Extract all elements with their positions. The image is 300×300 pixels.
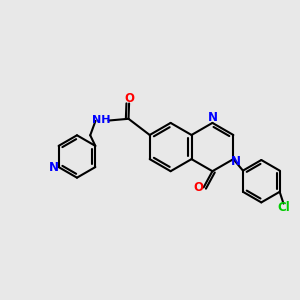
- Text: N: N: [231, 155, 241, 168]
- Text: NH: NH: [92, 115, 110, 125]
- Text: O: O: [193, 181, 203, 194]
- Text: Cl: Cl: [278, 201, 290, 214]
- Text: N: N: [49, 161, 59, 175]
- Text: N: N: [207, 111, 218, 124]
- Text: O: O: [124, 92, 134, 105]
